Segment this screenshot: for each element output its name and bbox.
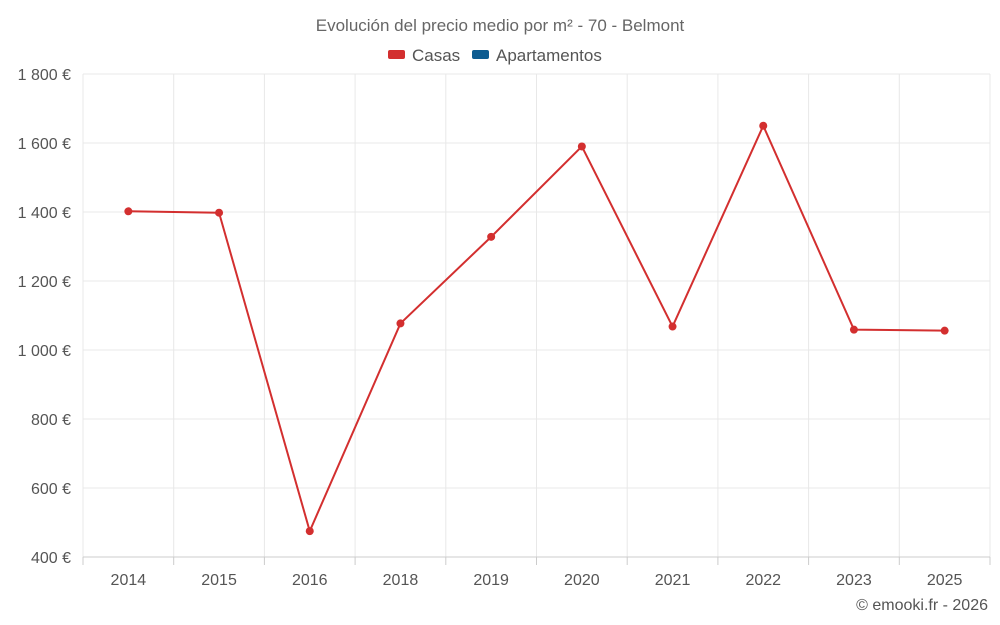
legend-label-apartamentos: Apartamentos (496, 46, 602, 65)
data-point[interactable] (668, 322, 677, 331)
data-point[interactable] (215, 208, 224, 217)
legend: Casas Apartamentos (388, 46, 602, 65)
legend-item-casas[interactable]: Casas (388, 46, 460, 65)
x-tick-label: 2023 (836, 572, 872, 589)
data-point[interactable] (577, 142, 586, 151)
data-point[interactable] (305, 527, 314, 536)
legend-swatch-apartamentos (472, 50, 489, 59)
y-tick-label: 1 200 € (18, 274, 71, 291)
y-axis-tick-labels: 400 € 600 € 800 € 1 000 € 1 200 € 1 400 € 1 60… (18, 67, 71, 567)
series-casas (124, 121, 949, 536)
y-tick-label: 1 400 € (18, 205, 71, 222)
data-point[interactable] (849, 325, 858, 334)
y-tick-label: 1 800 € (18, 67, 71, 84)
data-point[interactable] (396, 319, 405, 328)
x-tick-label: 2019 (473, 572, 509, 589)
credit-text: © emooki.fr - 2026 (856, 597, 988, 614)
y-tick-label: 400 € (31, 550, 71, 567)
x-tick-label: 2015 (201, 572, 237, 589)
x-tick-label: 2025 (927, 572, 963, 589)
y-tick-label: 600 € (31, 481, 71, 498)
data-point[interactable] (759, 121, 768, 130)
x-gridlines (82, 74, 991, 557)
data-point[interactable] (487, 232, 496, 241)
x-tick-label: 2018 (383, 572, 419, 589)
x-axis-tick-labels: 2014 2015 2016 2018 2019 2020 2021 2022 2023 2025 (82, 557, 991, 589)
legend-item-apartamentos[interactable]: Apartamentos (472, 46, 602, 65)
legend-swatch-casas (388, 50, 405, 59)
chart-title: Evolución del precio medio por m² - 70 -… (316, 16, 685, 35)
series-line-casas (128, 123, 945, 535)
legend-label-casas: Casas (412, 46, 460, 65)
data-point[interactable] (940, 326, 949, 335)
x-tick-label: 2022 (745, 572, 781, 589)
x-tick-label: 2021 (655, 572, 691, 589)
x-tick-label: 2020 (564, 572, 600, 589)
y-tick-label: 1 600 € (18, 136, 71, 153)
x-tick-label: 2016 (292, 572, 328, 589)
data-point[interactable] (124, 207, 133, 216)
y-tick-label: 1 000 € (18, 343, 71, 360)
x-tick-label: 2014 (111, 572, 147, 589)
y-tick-label: 800 € (31, 412, 71, 429)
